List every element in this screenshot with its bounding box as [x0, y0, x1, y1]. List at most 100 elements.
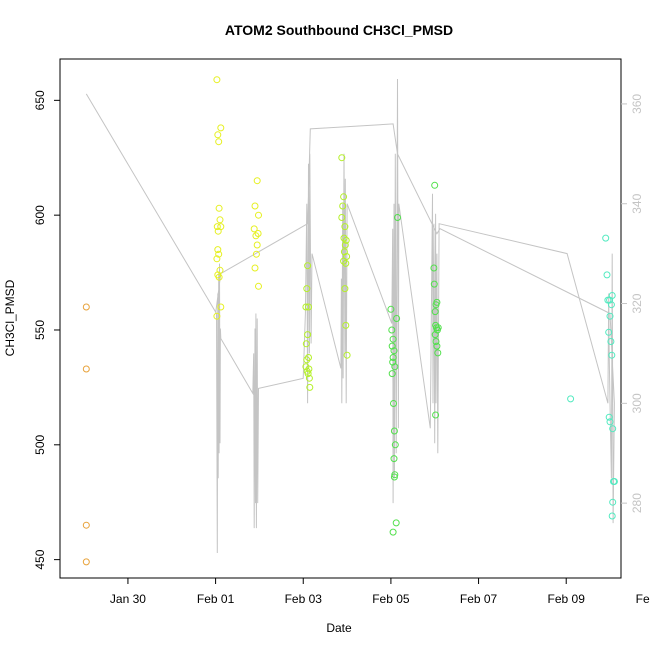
data-point — [387, 305, 395, 313]
x-tick-label: Feb 01 — [197, 592, 235, 606]
data-point — [215, 204, 223, 212]
data-point — [338, 214, 346, 221]
points-layer — [82, 76, 618, 566]
data-point — [388, 326, 396, 334]
data-point — [391, 441, 399, 449]
data-point — [338, 154, 346, 162]
data-point — [213, 223, 221, 231]
y2-tick-label: 360 — [630, 94, 644, 114]
data-point — [391, 363, 399, 371]
data-point — [434, 324, 442, 332]
data-point — [602, 234, 610, 242]
data-point — [606, 312, 614, 320]
y-tick-label: 650 — [33, 90, 47, 110]
data-point — [216, 216, 224, 224]
y2-axis-right: 280 300 320 340 360 — [621, 94, 644, 513]
data-point — [305, 374, 313, 382]
data-point — [217, 303, 225, 311]
data-point — [254, 230, 262, 237]
data-point — [390, 400, 397, 407]
x-tick-label: Feb 11 — [636, 592, 650, 606]
data-point — [255, 282, 262, 290]
data-point — [342, 321, 350, 329]
x-tick-label: Feb 05 — [372, 592, 410, 606]
data-point — [607, 338, 615, 345]
data-point — [303, 285, 311, 293]
data-point — [341, 241, 349, 249]
y-axis: 450 500 550 600 650 — [33, 90, 60, 570]
data-point — [431, 331, 439, 339]
x-tick-label: Feb 09 — [548, 592, 586, 606]
data-point — [303, 356, 311, 364]
y-tick-label: 550 — [33, 320, 47, 340]
data-point — [304, 331, 312, 339]
data-point — [255, 211, 262, 219]
y2-tick-label: 320 — [630, 293, 644, 313]
y2-tick-label: 300 — [630, 393, 644, 413]
data-point — [432, 338, 440, 345]
data-point — [305, 303, 312, 311]
data-point — [215, 273, 223, 281]
data-point — [82, 521, 90, 529]
data-point — [609, 425, 617, 433]
data-point — [603, 271, 611, 279]
data-point — [339, 202, 347, 210]
data-point — [341, 285, 349, 293]
data-point — [389, 528, 397, 536]
data-point — [567, 395, 575, 403]
data-point — [434, 349, 442, 357]
y2-tick-label: 280 — [630, 493, 644, 513]
data-point — [394, 214, 401, 221]
data-point — [214, 131, 222, 139]
data-point — [304, 370, 312, 378]
data-point — [251, 202, 259, 210]
data-point — [215, 250, 223, 258]
x-tick-label: Feb 03 — [285, 592, 323, 606]
y-tick-label: 500 — [33, 434, 47, 454]
data-point — [213, 255, 221, 263]
x-tick-label: Feb 07 — [460, 592, 498, 606]
data-point — [215, 138, 223, 146]
data-point — [388, 370, 396, 378]
data-point — [250, 225, 258, 233]
data-point — [253, 177, 261, 185]
y-tick-label: 450 — [33, 549, 47, 569]
data-point — [217, 124, 225, 132]
data-point — [342, 259, 350, 267]
y-tick-label: 600 — [33, 205, 47, 225]
data-point — [217, 223, 225, 231]
x-tick-label: Jan 30 — [110, 592, 146, 606]
line-series — [85, 78, 615, 554]
data-point — [302, 340, 310, 348]
data-point — [430, 264, 438, 272]
data-point — [252, 232, 260, 240]
data-point — [340, 234, 348, 242]
data-point — [607, 301, 615, 309]
data-point — [430, 280, 438, 288]
data-point — [213, 312, 221, 320]
data-point — [341, 223, 349, 231]
y2-tick-label: 340 — [630, 193, 644, 213]
data-point — [82, 558, 90, 566]
data-point — [608, 351, 616, 359]
data-point — [343, 351, 351, 359]
data-point — [390, 455, 398, 463]
data-point — [340, 257, 348, 265]
data-point — [302, 303, 310, 311]
plot-area-frame — [59, 58, 622, 579]
data-point — [606, 418, 614, 426]
data-point — [390, 347, 398, 355]
data-point — [608, 512, 616, 520]
data-point — [433, 298, 441, 306]
x-axis-label: Date — [326, 621, 352, 635]
y-axis-label: CH3Cl_PMSD — [3, 279, 17, 356]
data-point — [393, 315, 401, 322]
data-point — [213, 76, 221, 84]
data-point — [388, 342, 396, 350]
data-point — [605, 413, 613, 421]
data-point — [340, 193, 348, 201]
data-point — [252, 250, 260, 258]
data-point — [304, 262, 312, 270]
